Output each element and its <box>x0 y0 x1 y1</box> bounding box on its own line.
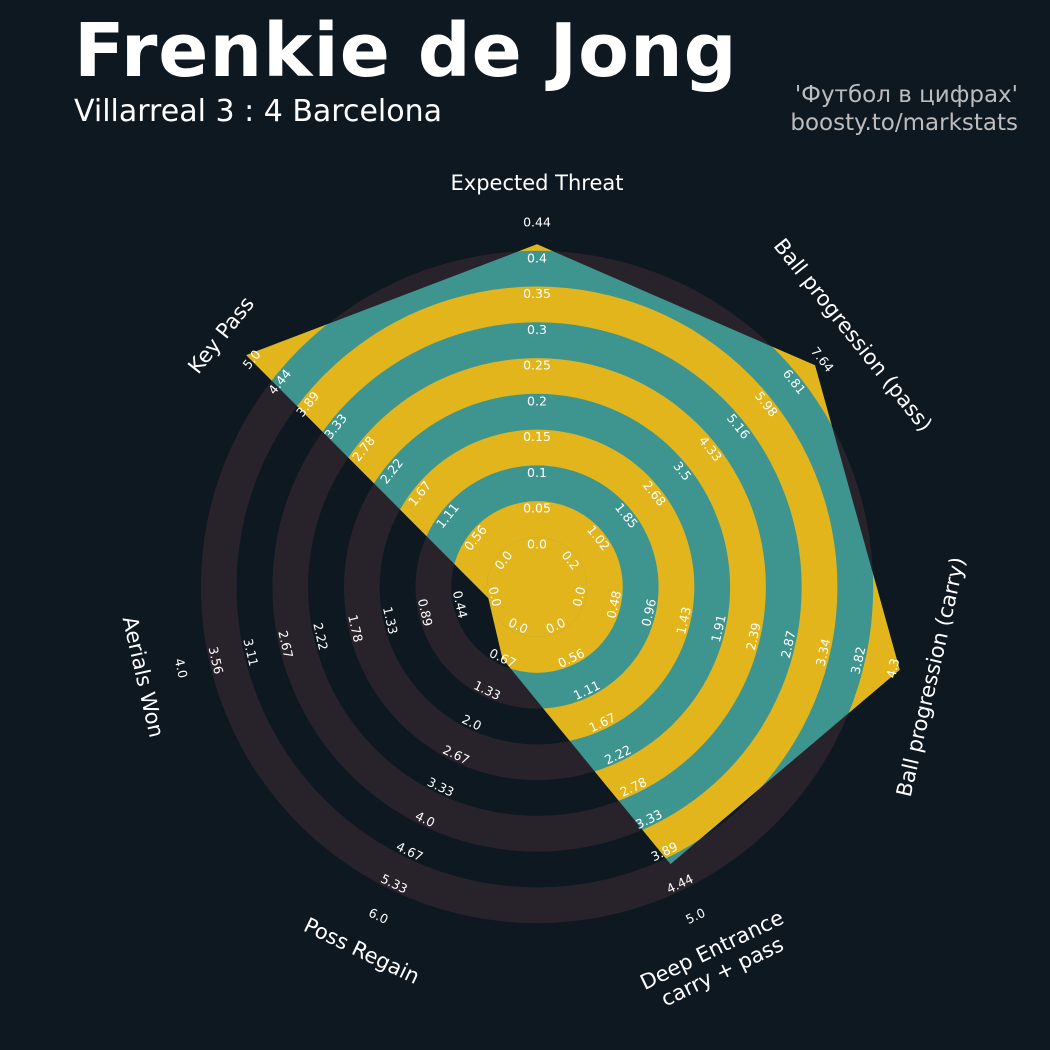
radar-tick-label: 1.43 <box>673 605 694 635</box>
radar-polygon-hub <box>487 537 587 637</box>
credit-line-1: 'Футбол в цифрах' <box>794 82 1018 108</box>
radar-tick-label: 0.89 <box>415 597 436 628</box>
radar-tick-label: 3.82 <box>848 645 869 675</box>
radar-tick-label: 2.39 <box>743 621 764 652</box>
radar-tick-label: 0.2 <box>527 393 547 408</box>
chart-title: Frenkie de Jong <box>74 8 738 94</box>
radar-tick-labels: 0.00.050.10.150.20.250.30.350.40.440.21.… <box>172 215 903 927</box>
radar-tick-label: 3.56 <box>206 645 227 676</box>
radar-axis-label: Aerials Won <box>118 614 169 740</box>
radar-tick-label: 2.67 <box>275 629 296 659</box>
credit-line-2: boosty.to/markstats <box>790 110 1018 136</box>
radar-polygon <box>246 244 900 865</box>
radar-tick-label: 0.0 <box>486 585 505 608</box>
radar-tick-label: 1.78 <box>345 613 366 644</box>
radar-tick-label: 3.34 <box>813 637 834 668</box>
radar-tick-label: 0.35 <box>523 286 551 301</box>
radar-tick-label: 0.44 <box>450 589 471 620</box>
radar-tick-label: 0.3 <box>527 322 547 337</box>
radar-tick-label: 0.96 <box>638 597 659 628</box>
radar-tick-label: 0.0 <box>569 585 588 608</box>
radar-tick-label: 2.22 <box>310 621 331 651</box>
radar-tick-label: 0.25 <box>523 358 551 373</box>
chart-subtitle: Villarreal 3 : 4 Barcelona <box>74 94 443 129</box>
radar-tick-label: 1.33 <box>380 605 401 635</box>
radar-tick-label: 0.1 <box>527 465 547 480</box>
radar-tick-label: 3.11 <box>240 637 261 667</box>
radar-tick-label: 0.4 <box>527 250 547 265</box>
radar-tick-label: 0.48 <box>603 589 624 620</box>
radar-tick-label: 0.0 <box>527 537 547 552</box>
radar-tick-label: 0.44 <box>523 215 551 230</box>
radar-tick-label: 4.0 <box>172 657 191 680</box>
radar-tick-label: 0.15 <box>523 429 551 444</box>
radar-tick-label: 1.91 <box>708 613 729 643</box>
radar-tick-label: 4.3 <box>883 657 902 680</box>
radar-tick-label: 2.87 <box>778 629 799 659</box>
radar-tick-label: 0.05 <box>523 501 551 516</box>
radar-axis-label: Expected Threat <box>451 171 624 195</box>
